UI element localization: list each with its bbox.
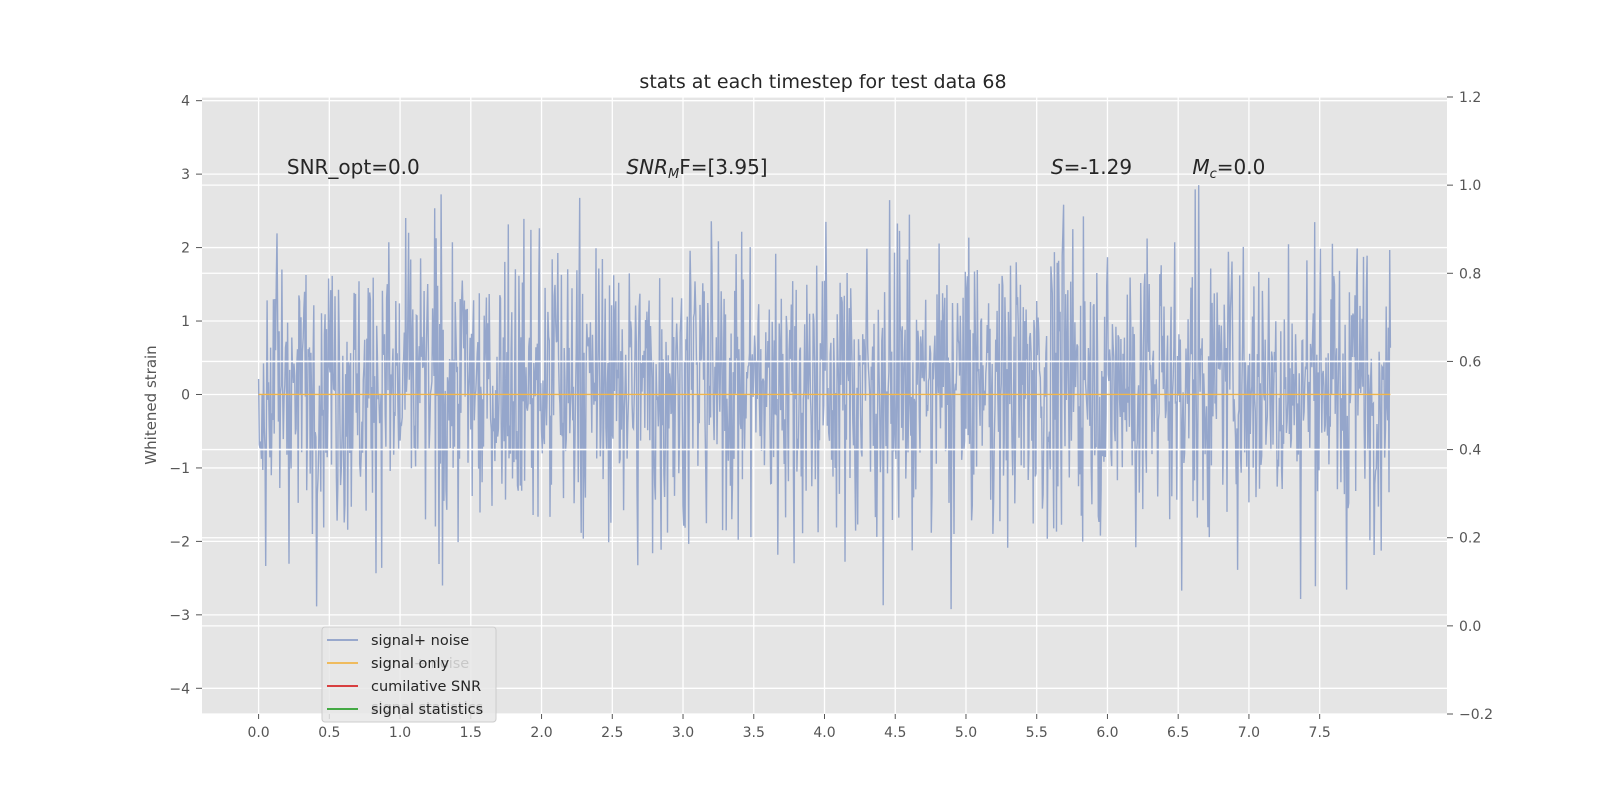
- x-tick-label-4: 2.0: [530, 725, 552, 741]
- x-axis-ticks: 0.0 0.5 1.0 1.5 2.0 2.5 3.0 3.5 4.0 4.5 5.0 5.5 6.0 6…: [247, 714, 1331, 741]
- annotation-mc-main: M: [1192, 155, 1209, 179]
- chart-title: stats at each timestep for test data 68: [639, 71, 1006, 93]
- annotation-mc: Mc=0.0: [1192, 155, 1265, 182]
- annotation-s-rest: =-1.29: [1064, 155, 1133, 179]
- x-tick-label-3: 1.5: [460, 725, 482, 741]
- y-tick-label-6: −2: [169, 534, 190, 550]
- x-tick-label-2: 1.0: [389, 725, 411, 741]
- y-tick-label-1: 3: [181, 167, 190, 183]
- legend-label-stat: signal statistics: [371, 702, 483, 718]
- legend-label-noise: signal+ noise: [371, 633, 469, 649]
- y-tick-label-4: 0: [181, 387, 190, 403]
- y-tick-label-0: 4: [181, 94, 190, 110]
- y-axis-ticks: 4 3 2 1 0 −1 −2 −3 −4: [169, 94, 202, 697]
- y2-tick-label-5: 0.2: [1459, 531, 1481, 547]
- signal-noise-line: [257, 185, 1392, 610]
- legend-box: [321, 626, 497, 723]
- x-tick-label-6: 3.0: [672, 725, 694, 741]
- annotation-snr-mf-sub: M: [668, 167, 679, 182]
- annotation-snr-mf-main: SNR: [626, 155, 668, 179]
- x-tick-label-1: 0.5: [318, 725, 340, 741]
- annotations: SNR_opt=0.0 SNRMF=[3.95] S=-1.29 Mc=0.0: [287, 155, 1265, 182]
- y2-axis-ticks: 1.2 1.0 0.8 0.6 0.4 0.2 0.0 −0.2: [1447, 90, 1493, 723]
- y-tick-label-8: −4: [169, 681, 190, 697]
- legend-label-signal: signal only: [371, 656, 450, 672]
- y2-tick-label-4: 0.4: [1459, 443, 1481, 459]
- y-tick-label-2: 2: [181, 241, 190, 257]
- y-tick-label-5: −1: [169, 461, 190, 477]
- x-tick-label-7: 3.5: [743, 725, 765, 741]
- x-tick-label-5: 2.5: [601, 725, 623, 741]
- x-tick-label-12: 6.0: [1096, 725, 1118, 741]
- annotation-snr-mf: SNRMF=[3.95]: [626, 155, 767, 182]
- legend-ghost-label-1: signal+ noise: [371, 656, 469, 672]
- x-tick-label-13: 6.5: [1167, 725, 1189, 741]
- x-tick-label-8: 4.0: [813, 725, 835, 741]
- x-tick-label-9: 4.5: [884, 725, 906, 741]
- y2-tick-label-6: 0.0: [1459, 619, 1481, 635]
- signal-noise-series: [257, 185, 1392, 610]
- annotation-mc-sub: c: [1210, 167, 1217, 182]
- y-axis-label: Whitened strain: [142, 345, 160, 464]
- annotation-snr-opt: SNR_opt=0.0: [287, 155, 420, 179]
- legend-label-snr: cumilative SNR: [371, 679, 481, 695]
- x-tick-label-15: 7.5: [1309, 725, 1331, 741]
- annotation-snr-mf-rest: F=[3.95]: [679, 155, 767, 179]
- y2-tick-label-7: −0.2: [1459, 707, 1493, 723]
- x-tick-label-10: 5.0: [955, 725, 977, 741]
- x-tick-label-0: 0.0: [247, 725, 269, 741]
- y2-tick-label-1: 1.0: [1459, 178, 1481, 194]
- y2-tick-label-0: 1.2: [1459, 90, 1481, 106]
- y-tick-label-7: −3: [169, 608, 190, 624]
- y2-tick-label-3: 0.6: [1459, 354, 1481, 370]
- annotation-mc-rest: =0.0: [1217, 155, 1266, 179]
- x-tick-label-11: 5.5: [1026, 725, 1048, 741]
- reference-bands: [258, 360, 1391, 451]
- legend: signal+ noise signal statistics signal+ …: [321, 626, 497, 723]
- x-tick-label-14: 7.0: [1238, 725, 1260, 741]
- grid-lines: [202, 96, 1447, 715]
- legend-ghost-label-2: signal statistics: [371, 700, 483, 716]
- annotation-s-main: S: [1051, 155, 1064, 179]
- y-tick-label-3: 1: [181, 314, 190, 330]
- y2-tick-label-2: 0.8: [1459, 266, 1481, 282]
- annotation-s-stat: S=-1.29: [1051, 155, 1132, 179]
